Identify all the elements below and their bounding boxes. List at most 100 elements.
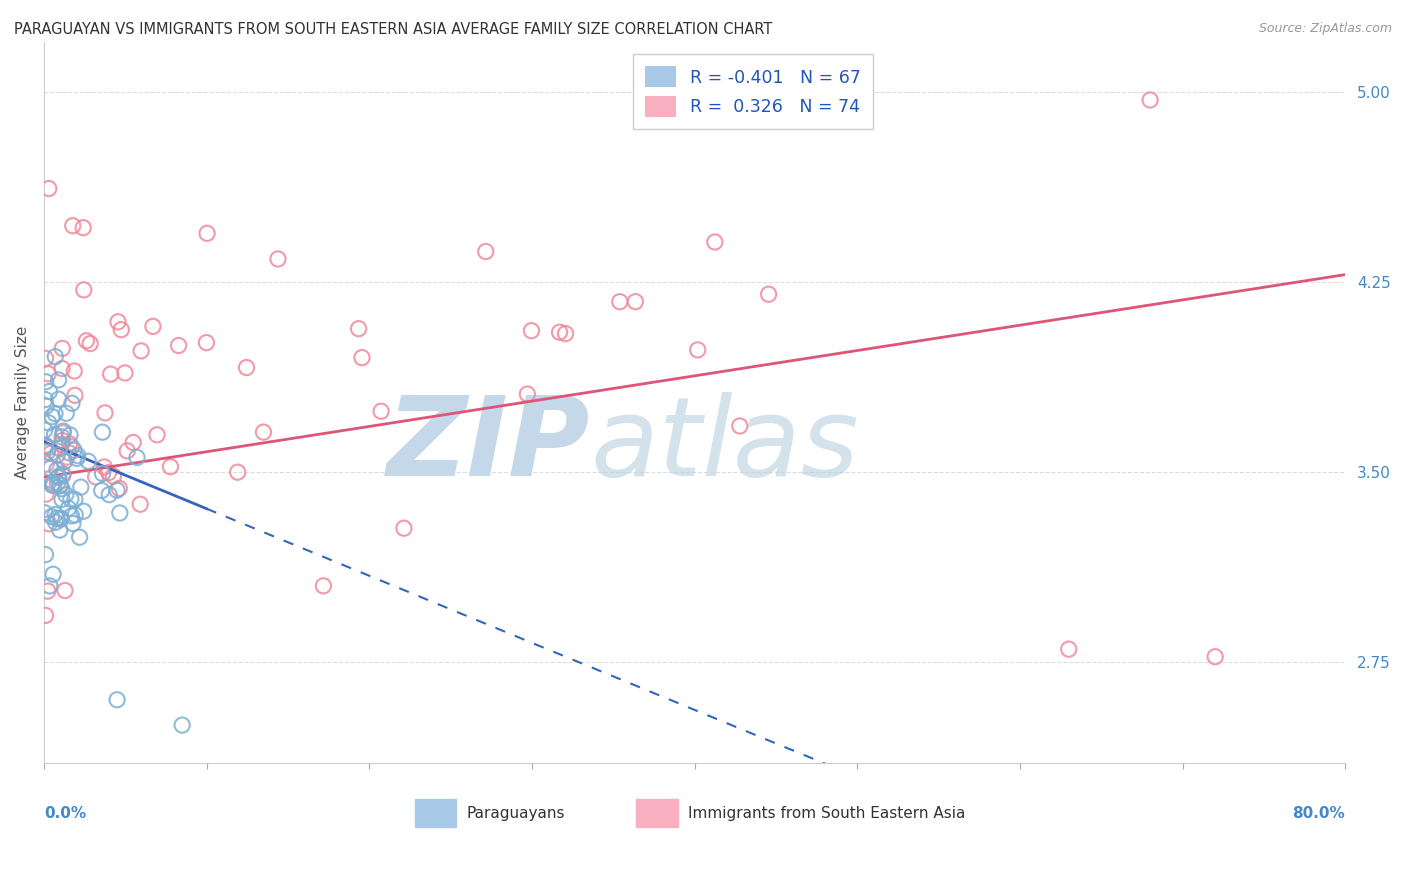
Y-axis label: Average Family Size: Average Family Size xyxy=(15,326,30,479)
Point xyxy=(35,375,58,389)
Point xyxy=(39,461,62,475)
Point xyxy=(60,396,83,410)
Point xyxy=(48,523,70,537)
Point xyxy=(44,407,66,421)
Point xyxy=(35,487,58,501)
Point xyxy=(44,508,66,522)
Point xyxy=(49,511,72,525)
Point xyxy=(52,425,75,440)
Point xyxy=(59,492,82,507)
Point xyxy=(34,506,56,520)
Point xyxy=(51,482,73,496)
Point xyxy=(474,244,496,259)
Point xyxy=(46,463,69,477)
Point xyxy=(35,457,58,471)
Point xyxy=(548,325,571,339)
Point xyxy=(1057,642,1080,657)
Point xyxy=(758,287,780,301)
Point xyxy=(84,470,107,484)
Point xyxy=(63,364,86,378)
Point xyxy=(37,584,59,599)
Point xyxy=(48,392,70,407)
Point xyxy=(63,388,86,402)
Point xyxy=(97,466,120,480)
Point xyxy=(195,227,218,241)
Point xyxy=(42,478,65,492)
Point xyxy=(624,294,647,309)
Point xyxy=(91,425,114,439)
Point xyxy=(51,430,73,444)
Point xyxy=(728,419,751,434)
Point xyxy=(520,324,543,338)
Point xyxy=(34,423,56,437)
Text: atlas: atlas xyxy=(591,392,859,500)
Point xyxy=(46,476,69,491)
FancyBboxPatch shape xyxy=(415,799,457,827)
Point xyxy=(34,548,56,562)
Legend: R = -0.401   N = 67, R =  0.326   N = 74: R = -0.401 N = 67, R = 0.326 N = 74 xyxy=(633,54,873,129)
Point xyxy=(44,427,66,442)
Point xyxy=(93,459,115,474)
Point xyxy=(52,424,75,438)
Point xyxy=(34,438,56,452)
Point xyxy=(110,323,132,337)
Point xyxy=(53,583,76,598)
Point xyxy=(129,343,152,358)
Point xyxy=(235,360,257,375)
Point xyxy=(129,497,152,511)
Point xyxy=(55,406,77,420)
Point xyxy=(312,579,335,593)
Point xyxy=(62,219,84,233)
Point xyxy=(75,334,97,348)
Point xyxy=(53,454,76,468)
Point xyxy=(65,508,87,522)
Point xyxy=(51,361,73,376)
Point xyxy=(370,404,392,418)
Point xyxy=(554,326,576,341)
Point xyxy=(39,446,62,460)
Point xyxy=(38,516,60,531)
Point xyxy=(46,470,69,484)
Point xyxy=(347,321,370,335)
Point xyxy=(51,437,73,451)
Point xyxy=(41,509,63,524)
Point xyxy=(41,478,63,492)
Point xyxy=(37,441,59,455)
Text: 0.0%: 0.0% xyxy=(44,806,86,822)
Point xyxy=(1139,93,1161,107)
Point xyxy=(48,469,70,483)
Point xyxy=(58,436,80,450)
Point xyxy=(41,409,63,424)
Point xyxy=(42,476,65,491)
Point xyxy=(91,467,114,481)
Point xyxy=(392,521,415,535)
Point xyxy=(55,488,77,502)
Point xyxy=(56,450,79,464)
Point xyxy=(686,343,709,357)
Point xyxy=(35,399,58,413)
Text: Paraguayans: Paraguayans xyxy=(467,806,565,821)
Point xyxy=(103,469,125,483)
Point xyxy=(38,416,60,430)
Point xyxy=(703,235,725,249)
Point xyxy=(49,478,72,492)
Point xyxy=(48,373,70,387)
Point xyxy=(38,384,60,399)
Point xyxy=(72,504,94,518)
Point xyxy=(38,181,60,195)
Point xyxy=(46,448,69,462)
Point xyxy=(34,608,56,623)
Point xyxy=(44,350,66,364)
Point xyxy=(49,512,72,526)
Point xyxy=(114,366,136,380)
Point xyxy=(350,351,373,365)
Point xyxy=(62,516,84,531)
Point xyxy=(142,319,165,334)
Point xyxy=(48,442,70,456)
Text: 80.0%: 80.0% xyxy=(1292,806,1346,822)
Point xyxy=(609,294,631,309)
Point xyxy=(105,483,128,498)
Text: PARAGUAYAN VS IMMIGRANTS FROM SOUTH EASTERN ASIA AVERAGE FAMILY SIZE CORRELATION: PARAGUAYAN VS IMMIGRANTS FROM SOUTH EAST… xyxy=(14,22,772,37)
Text: Source: ZipAtlas.com: Source: ZipAtlas.com xyxy=(1258,22,1392,36)
Point xyxy=(37,445,59,459)
